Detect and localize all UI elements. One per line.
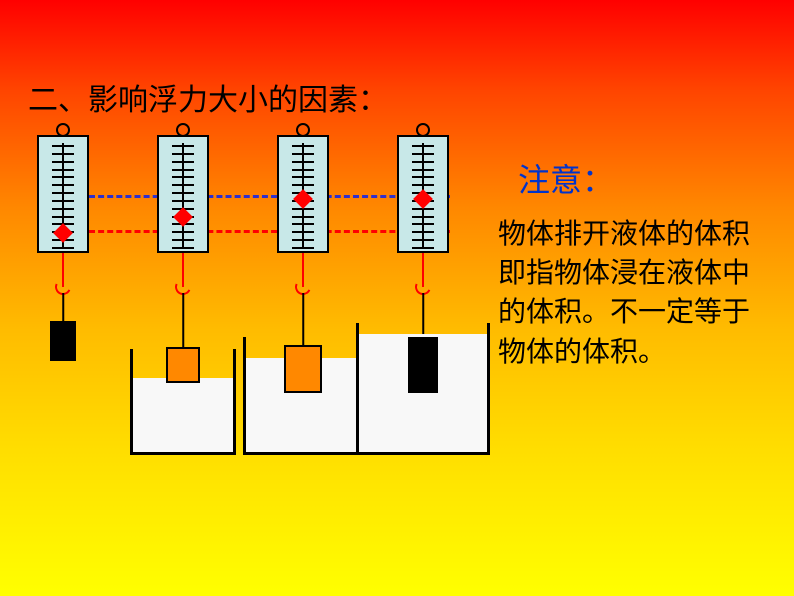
- scale-tick: [172, 200, 194, 202]
- scale-ring-icon: [176, 123, 190, 137]
- note-body: 物体排开液体的体积即指物体浸在液体中的体积。不一定等于物体的体积。: [498, 215, 758, 372]
- scale-tick: [172, 161, 194, 163]
- object-black-4: [408, 337, 438, 393]
- spring-scale-1: [37, 135, 89, 253]
- liquid: [133, 378, 233, 452]
- scale-tick: [172, 192, 194, 194]
- scale-tick: [412, 184, 434, 186]
- spring-scale-3: [277, 135, 329, 253]
- scale-ring-icon: [296, 123, 310, 137]
- scale-tick: [412, 247, 434, 249]
- scale-tick: [412, 216, 434, 218]
- scale-tick: [172, 247, 194, 249]
- object-orange-2: [166, 347, 200, 383]
- scale-tick: [52, 192, 74, 194]
- scale-ring-icon: [416, 123, 430, 137]
- page-title: 二、影响浮力大小的因素：: [28, 75, 388, 119]
- scale-tick: [292, 161, 314, 163]
- scale-tick: [292, 169, 314, 171]
- scale-ring-icon: [56, 123, 70, 137]
- scale-tick: [172, 184, 194, 186]
- scale-tick: [412, 176, 434, 178]
- note-title: 注意：: [518, 155, 614, 201]
- scale-tick: [292, 184, 314, 186]
- scale-tick: [292, 239, 314, 241]
- scale-tick: [292, 153, 314, 155]
- scale-tick: [52, 153, 74, 155]
- scale-tick: [52, 208, 74, 210]
- scale-tick: [52, 247, 74, 249]
- scale-tick: [172, 239, 194, 241]
- scale-tick: [52, 169, 74, 171]
- hanging-wire: [62, 293, 64, 321]
- scale-tick: [292, 247, 314, 249]
- scale-tick: [292, 223, 314, 225]
- scale-tick: [172, 169, 194, 171]
- scale-tick: [412, 145, 434, 147]
- scale-tick: [412, 223, 434, 225]
- object-orange-3: [284, 345, 322, 393]
- scale-tick: [412, 169, 434, 171]
- scale-tick: [52, 161, 74, 163]
- spring-scale-4: [397, 135, 449, 253]
- scale-tick: [52, 176, 74, 178]
- buoyancy-diagram: [25, 125, 495, 495]
- scale-tick: [292, 216, 314, 218]
- scale-tick: [52, 184, 74, 186]
- scale-tick: [172, 231, 194, 233]
- scale-tick: [412, 231, 434, 233]
- hanging-wire: [182, 293, 184, 347]
- scale-tick: [52, 216, 74, 218]
- object-black-1: [50, 321, 76, 361]
- scale-tick: [412, 239, 434, 241]
- scale-tick: [52, 200, 74, 202]
- scale-tick: [172, 153, 194, 155]
- scale-tick: [292, 231, 314, 233]
- scale-tick: [172, 145, 194, 147]
- scale-tick: [172, 176, 194, 178]
- scale-tick: [52, 145, 74, 147]
- scale-tick: [292, 145, 314, 147]
- scale-tick: [292, 176, 314, 178]
- ref-line-top: [89, 195, 450, 198]
- scale-tick: [412, 153, 434, 155]
- scale-tick: [412, 161, 434, 163]
- spring-scale-2: [157, 135, 209, 253]
- ref-line-bottom: [89, 230, 450, 233]
